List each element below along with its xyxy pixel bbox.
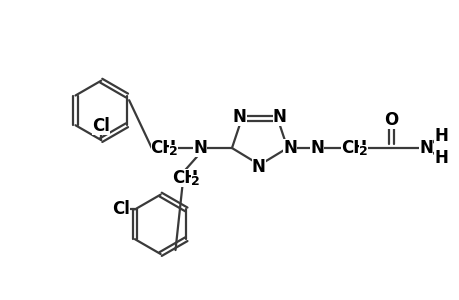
Text: N: N [232, 108, 246, 126]
Text: N: N [193, 139, 207, 157]
Text: H: H [433, 127, 447, 145]
Text: N: N [309, 139, 324, 157]
Text: N: N [283, 139, 297, 157]
Text: 2: 2 [169, 146, 178, 158]
Text: CH: CH [150, 139, 176, 157]
Text: Cl: Cl [112, 200, 130, 218]
Text: 2: 2 [358, 146, 367, 158]
Text: N: N [251, 158, 265, 176]
Text: Cl: Cl [92, 117, 110, 135]
Text: H: H [433, 149, 447, 167]
Text: CH: CH [172, 169, 198, 187]
Text: N: N [418, 139, 432, 157]
Text: CH: CH [340, 139, 366, 157]
Text: N: N [272, 108, 286, 126]
Text: O: O [384, 111, 398, 129]
Text: 2: 2 [190, 175, 199, 188]
